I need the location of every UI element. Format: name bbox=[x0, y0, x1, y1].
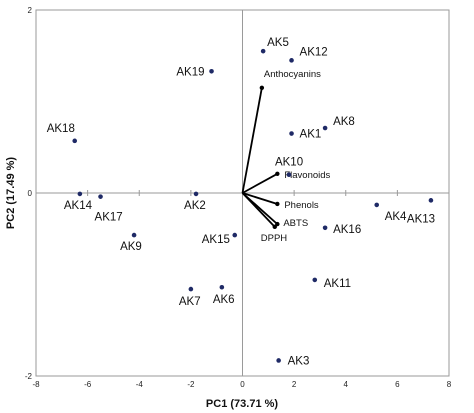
score-point bbox=[209, 69, 214, 74]
score-label: AK4 bbox=[385, 211, 407, 223]
score-point bbox=[193, 191, 199, 197]
loading-vector-tip bbox=[275, 221, 280, 227]
score-label: AK8 bbox=[333, 116, 355, 128]
score-point bbox=[286, 172, 292, 177]
loading-label: ABTS bbox=[283, 218, 308, 229]
score-point bbox=[188, 286, 194, 292]
score-label: AK14 bbox=[64, 200, 93, 212]
score-point bbox=[98, 194, 103, 199]
score-label: AK18 bbox=[47, 123, 75, 135]
x-tick-label: 2 bbox=[292, 380, 297, 389]
score-point bbox=[312, 277, 318, 283]
score-label: AK9 bbox=[120, 241, 142, 253]
score-label: AK10 bbox=[275, 157, 303, 169]
score-label: AK19 bbox=[176, 66, 204, 78]
x-tick-label: 6 bbox=[395, 380, 400, 389]
loading-vector-line bbox=[242, 172, 278, 194]
score-label: AK3 bbox=[288, 355, 310, 367]
score-label: AK13 bbox=[407, 213, 435, 225]
score-point bbox=[289, 58, 294, 63]
x-axis-title: PC1 (73.71 %) bbox=[206, 398, 278, 410]
score-label: AK1 bbox=[300, 129, 322, 141]
loading-vector-tip bbox=[275, 171, 280, 176]
loading-vector-line bbox=[241, 87, 263, 194]
score-point bbox=[322, 125, 328, 131]
score-label: AK15 bbox=[202, 234, 230, 246]
loading-vector-tip bbox=[259, 85, 265, 90]
loading-label: DPPH bbox=[261, 233, 288, 244]
score-point bbox=[77, 191, 83, 197]
y-axis-title: PC2 (17.49 %) bbox=[5, 157, 17, 229]
score-label: AK5 bbox=[267, 37, 289, 49]
score-point bbox=[374, 202, 380, 208]
score-label: AK17 bbox=[95, 212, 123, 224]
score-label: AK12 bbox=[300, 46, 328, 58]
x-tick-label: 8 bbox=[447, 380, 452, 389]
loading-vector-line bbox=[241, 192, 276, 228]
score-point bbox=[289, 131, 294, 136]
tick-labels: -8 -6 -4 -2 0 2 4 6 8 2 0 -2 bbox=[25, 6, 452, 389]
score-label: AK11 bbox=[324, 278, 351, 290]
loading-vector-tip bbox=[275, 201, 280, 207]
loading-vector-tip bbox=[272, 224, 277, 230]
loading-label: Anthocyanins bbox=[264, 69, 321, 80]
y-tick-label: 0 bbox=[28, 189, 33, 198]
score-point bbox=[276, 358, 281, 363]
score-point bbox=[428, 198, 434, 203]
loading-vectors: Anthocyanins Flavonoids Phenols ABTS DPPH bbox=[241, 69, 331, 244]
score-point bbox=[232, 232, 238, 238]
score-point bbox=[260, 48, 266, 54]
score-point bbox=[72, 138, 78, 144]
score-point bbox=[219, 284, 225, 290]
score-label: AK7 bbox=[179, 296, 201, 308]
x-tick-label: 0 bbox=[240, 380, 245, 389]
x-tick-label: -4 bbox=[136, 380, 144, 389]
loading-label: Phenols bbox=[284, 200, 319, 211]
loading-vector-line bbox=[242, 192, 278, 205]
x-tick-label: -8 bbox=[32, 380, 40, 389]
y-tick-label: 2 bbox=[28, 6, 33, 15]
x-tick-label: -2 bbox=[187, 380, 195, 389]
score-point bbox=[131, 232, 137, 238]
score-label: AK16 bbox=[333, 224, 361, 236]
x-tick-label: 4 bbox=[344, 380, 349, 389]
score-label: AK6 bbox=[213, 294, 235, 306]
score-label: AK2 bbox=[184, 200, 206, 212]
y-tick-label: -2 bbox=[25, 372, 33, 381]
x-tick-label: -6 bbox=[84, 380, 92, 389]
loading-label: Flavonoids bbox=[284, 170, 330, 181]
score-point bbox=[322, 225, 328, 231]
